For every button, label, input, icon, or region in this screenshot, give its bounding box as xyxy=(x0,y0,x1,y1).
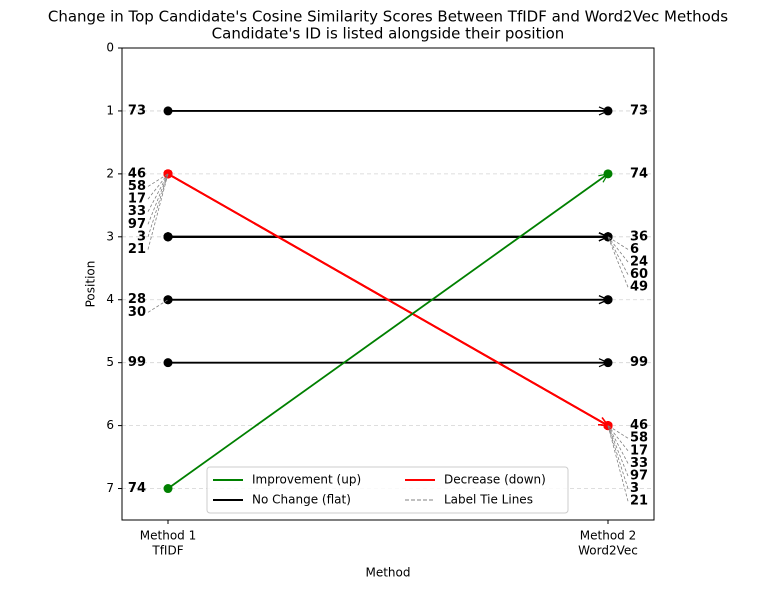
candidate-label: 58 xyxy=(128,179,146,194)
x-tick-label: TfIDF xyxy=(151,544,183,558)
candidate-label: 30 xyxy=(128,305,146,320)
y-tick-label: 7 xyxy=(106,481,114,495)
legend-label: Improvement (up) xyxy=(252,473,361,487)
candidate-label: 3 xyxy=(630,481,639,496)
point xyxy=(163,295,173,305)
point xyxy=(603,358,613,368)
point xyxy=(163,484,173,494)
candidate-label: 73 xyxy=(128,103,146,118)
candidate-label: 33 xyxy=(630,456,648,471)
candidate-label: 58 xyxy=(630,431,648,446)
candidate-label: 21 xyxy=(630,494,648,509)
tie-line xyxy=(147,173,169,187)
tie-line xyxy=(147,173,169,200)
candidate-label: 97 xyxy=(630,469,648,484)
tie-line xyxy=(607,425,629,489)
point xyxy=(163,106,173,116)
candidate-label: 74 xyxy=(128,481,146,496)
plot-frame xyxy=(121,47,655,521)
candidate-label: 21 xyxy=(128,242,146,257)
point xyxy=(603,169,613,179)
y-tick-label: 1 xyxy=(106,103,114,117)
tie-line xyxy=(147,173,169,237)
tie-line xyxy=(607,236,629,250)
chart-title: Change in Top Candidate's Cosine Similar… xyxy=(48,8,728,26)
candidate-label: 73 xyxy=(630,103,648,118)
tie-line xyxy=(147,173,169,250)
tie-line xyxy=(147,299,169,313)
x-tick-label: Method 2 xyxy=(580,529,636,543)
tie-line xyxy=(607,425,629,464)
candidate-label: 46 xyxy=(128,166,146,181)
legend-label: No Change (flat) xyxy=(252,493,351,507)
tie-line xyxy=(607,425,629,477)
candidate-label: 46 xyxy=(630,418,648,433)
tie-line xyxy=(147,173,169,212)
slope-line xyxy=(167,173,609,427)
slope-line xyxy=(167,173,609,490)
tie-line xyxy=(607,425,629,439)
candidate-label: 33 xyxy=(128,204,146,219)
legend: Improvement (up) No Change (flat) Decrease… xyxy=(206,466,569,514)
x-tick-label: Method 1 xyxy=(140,529,196,543)
legend-label: Decrease (down) xyxy=(444,473,546,487)
candidate-label: 99 xyxy=(630,355,648,370)
candidate-label: 74 xyxy=(630,166,648,181)
point xyxy=(603,106,613,116)
candidate-label: 6 xyxy=(630,242,639,257)
tie-line xyxy=(607,425,629,452)
candidate-label: 17 xyxy=(128,192,146,207)
candidate-label: 28 xyxy=(128,292,146,307)
candidate-label: 60 xyxy=(630,267,648,282)
candidate-label: 24 xyxy=(630,255,648,270)
x-tick-label: Word2Vec xyxy=(578,544,638,558)
tie-line xyxy=(607,236,629,275)
candidate-label: 3 xyxy=(137,229,146,244)
tie-line xyxy=(607,425,629,502)
point xyxy=(603,295,613,305)
candidate-label: 17 xyxy=(630,443,648,458)
candidate-label: 97 xyxy=(128,217,146,232)
candidate-label: 99 xyxy=(128,355,146,370)
chart-subtitle: Candidate's ID is listed alongside their… xyxy=(212,25,565,43)
point xyxy=(163,232,173,242)
point xyxy=(163,358,173,368)
x-axis-label: Method xyxy=(365,566,410,580)
candidate-label: 36 xyxy=(630,229,648,244)
candidate-label: 49 xyxy=(630,280,648,295)
legend-label: Label Tie Lines xyxy=(444,493,533,507)
y-tick-label: 2 xyxy=(106,166,114,180)
tie-line xyxy=(607,236,629,263)
y-tick-label: 0 xyxy=(106,41,114,55)
y-axis-label: Position xyxy=(84,261,98,308)
legend-box xyxy=(206,466,569,514)
y-tick-label: 3 xyxy=(106,229,114,243)
y-tick-label: 5 xyxy=(106,355,114,369)
tie-line xyxy=(607,236,629,288)
y-tick-label: 4 xyxy=(106,292,114,306)
y-tick-label: 6 xyxy=(106,418,114,432)
tie-line xyxy=(147,173,169,225)
